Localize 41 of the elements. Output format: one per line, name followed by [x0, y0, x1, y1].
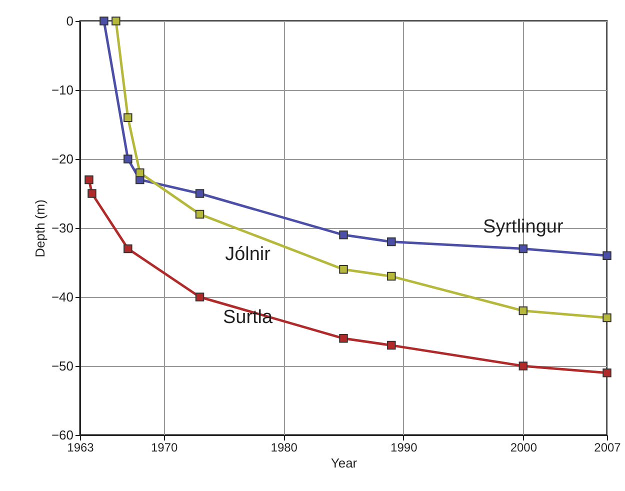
- x-tick-label: 1970: [150, 440, 178, 454]
- point: [136, 168, 144, 178]
- point: [518, 306, 528, 316]
- point: [387, 237, 396, 246]
- point: [84, 175, 94, 184]
- point: [100, 16, 108, 26]
- point: [387, 272, 396, 281]
- point: [195, 189, 204, 198]
- x-tick-label: 2000: [510, 440, 538, 454]
- point: [124, 244, 132, 254]
- point: [124, 113, 132, 122]
- point: [602, 313, 612, 322]
- point: [339, 230, 348, 240]
- series-label: Syrtlingur: [483, 216, 564, 238]
- point: [195, 210, 204, 219]
- x-tick-label: 1963: [67, 440, 94, 454]
- y-tick-label: −60: [51, 428, 74, 442]
- point: [387, 340, 396, 350]
- y-tick-label: −40: [51, 290, 74, 304]
- point: [602, 251, 612, 260]
- y-axis-title: Depth (m): [32, 200, 48, 258]
- x-axis-title: Year: [330, 456, 358, 470]
- y-tick-label: −10: [51, 82, 74, 98]
- x-tick-label: 1980: [270, 440, 298, 454]
- point: [339, 265, 348, 274]
- point: [195, 292, 204, 302]
- x-tick-label: 2007: [594, 440, 622, 454]
- point: [339, 334, 348, 343]
- series-label: Jólnir: [225, 244, 272, 266]
- point: [124, 154, 132, 164]
- series-label: Surtla: [222, 307, 274, 328]
- point: [518, 244, 528, 254]
- x-tick-label: 1990: [390, 440, 418, 454]
- point: [518, 362, 528, 370]
- point: [112, 16, 120, 26]
- point: [602, 368, 612, 378]
- point: [88, 189, 96, 198]
- y-tick-label: −30: [51, 220, 74, 236]
- y-tick-label: −50: [51, 358, 74, 374]
- y-tick-label: −20: [51, 152, 74, 166]
- y-tick-label: 0: [66, 14, 74, 28]
